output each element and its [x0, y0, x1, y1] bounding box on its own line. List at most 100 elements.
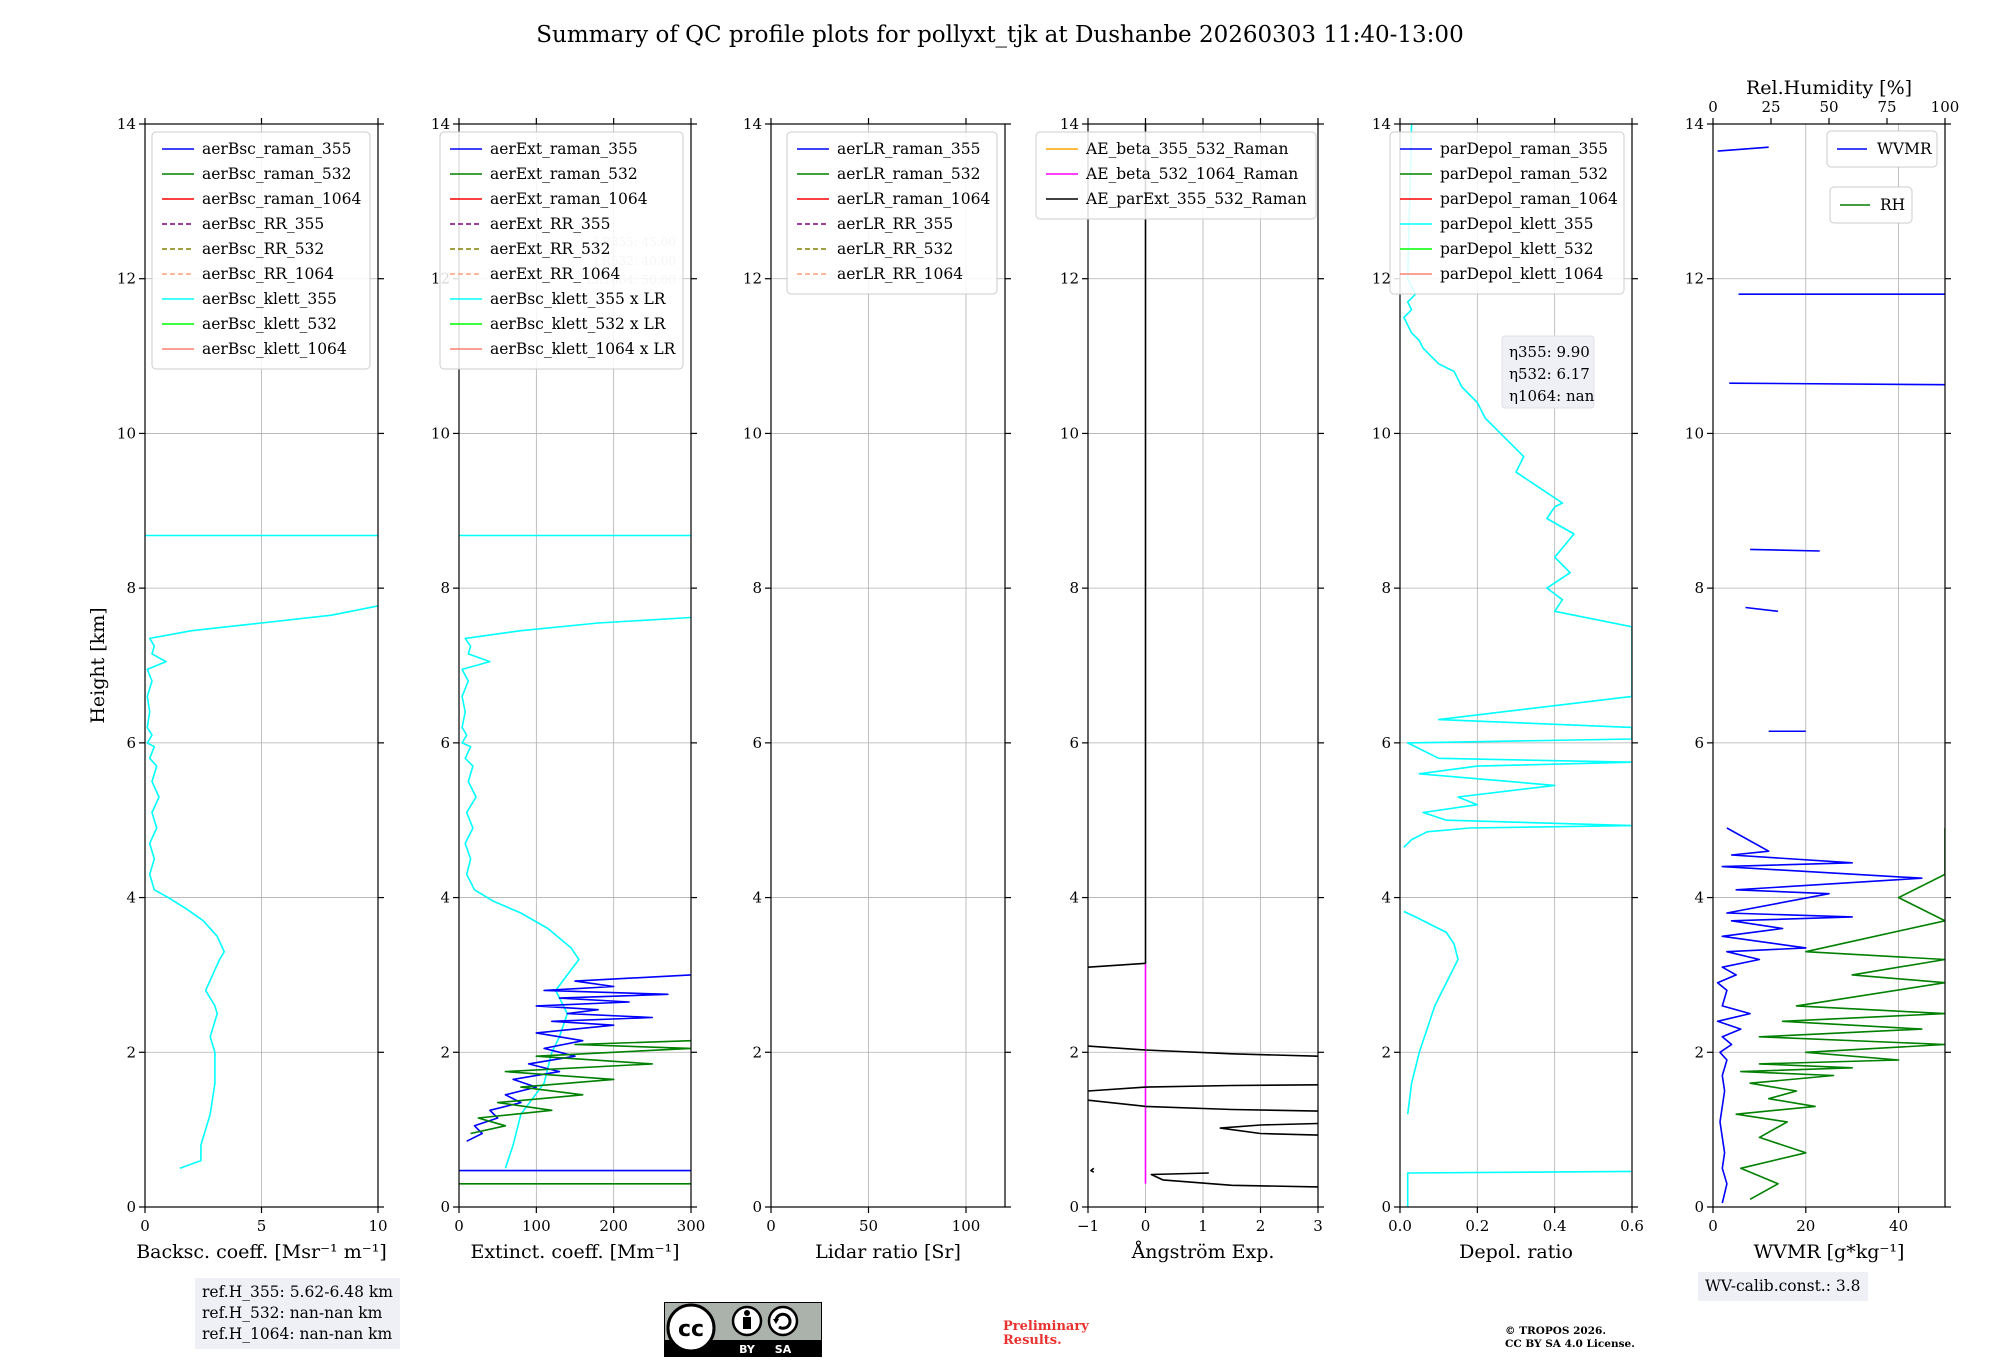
- ytick-label: 12: [1372, 270, 1391, 288]
- x-axis-label: WVMR [g*kg⁻¹]: [1754, 1241, 1905, 1263]
- ytick-label: 14: [743, 115, 762, 133]
- ytick-label: 2: [440, 1043, 450, 1061]
- series-AE_parExt_355_532_Raman-F: [1150, 1172, 1318, 1188]
- ytick-label: 2: [1069, 1043, 1079, 1061]
- legend-box: [1826, 130, 1938, 168]
- legend-label: aerExt_RR_532: [490, 240, 611, 258]
- series-parDepol_klett_355-near: [1406, 1170, 1632, 1207]
- legend-label: aerLR_RR_532: [837, 240, 953, 258]
- axes-frame: [1399, 123, 1633, 1208]
- xtick-top-label: 75: [1877, 98, 1896, 116]
- legend-label: aerLR_raman_355: [837, 140, 980, 158]
- ref-h-355: ref.H_355: 5.62-6.48 km: [202, 1283, 393, 1301]
- legend-label: aerBsc_klett_1064: [202, 340, 347, 358]
- ytick-label: 2: [126, 1043, 136, 1061]
- series-AE_parExt_355_532_Raman-C: [1088, 1099, 1318, 1112]
- ytick-label: 14: [1060, 115, 1079, 133]
- ytick-label: 8: [1694, 579, 1704, 597]
- legend-label: AE_parExt_355_532_Raman: [1085, 190, 1307, 208]
- ytick-label: 0: [1069, 1198, 1079, 1216]
- ytick-label: 10: [1060, 424, 1079, 442]
- series-WVMR-segments: [1729, 382, 1945, 386]
- xtick-label: 100: [522, 1217, 551, 1235]
- legend-label: aerExt_RR_1064: [490, 265, 621, 283]
- legend-label: aerExt_raman_1064: [490, 190, 648, 208]
- panel-extinction: 024681012140100200300Extinct. coeff. [Mm…: [431, 115, 705, 1263]
- legend-label: aerLR_RR_355: [837, 215, 953, 233]
- series-WVMR-segments: [1745, 606, 1779, 613]
- xtick-label: 0: [1141, 1217, 1151, 1235]
- xtick-label: 5: [257, 1217, 267, 1235]
- ytick-label: 4: [126, 889, 136, 907]
- axes-frame: [770, 123, 1006, 1208]
- legend-label: aerBsc_raman_355: [202, 140, 352, 158]
- ytick-label: 4: [752, 889, 762, 907]
- legend-label: aerBsc_klett_355: [202, 290, 337, 308]
- ytick-label: 0: [440, 1198, 450, 1216]
- xtick-label: 0: [140, 1217, 150, 1235]
- legend-label: aerBsc_raman_532: [202, 165, 352, 183]
- ytick-label: 6: [126, 734, 136, 752]
- wv-calib-const: WV-calib.const.: 3.8: [1705, 1277, 1861, 1295]
- tropos-license-note: © TROPOS 2026. CC BY SA 4.0 License.: [1505, 1325, 1635, 1350]
- ytick-label: 0: [752, 1198, 762, 1216]
- eta-value: η355: 9.90: [1509, 343, 1590, 361]
- panel-depol: 0 2 4 6 8 10 12 14 0.0 0.2 0.4 0.6 Depol. ratio η355:…: [1372, 115, 1644, 1263]
- xtick-label: 50: [859, 1217, 878, 1235]
- panel-backscatter: 0 2 4 6 8 10 12 14 0 5 10 Backsc. coeff. [Msr⁻¹ m⁻¹…: [87, 115, 388, 1263]
- xtick-label: 0: [766, 1217, 776, 1235]
- xtick-label: 0.6: [1620, 1217, 1644, 1235]
- legend-label: aerExt_raman_355: [490, 140, 638, 158]
- series-WVMR-segments: [1750, 548, 1820, 552]
- x-axis-label: Extinct. coeff. [Mm⁻¹]: [470, 1241, 679, 1263]
- xtick-label: 0.0: [1388, 1217, 1412, 1235]
- legend-label: aerLR_RR_1064: [837, 265, 963, 283]
- series-AE_parExt_355_532_Raman-upper: [1088, 124, 1147, 968]
- legend-box: [1389, 131, 1625, 295]
- ytick-label: 12: [117, 270, 136, 288]
- xtick-label: 0.2: [1465, 1217, 1489, 1235]
- series-AE_parExt_355_532_Raman-B: [1088, 1084, 1318, 1092]
- series-WVMR-segments: [1717, 146, 1769, 152]
- series-AE_parExt_355_532_Raman-E: [1090, 1167, 1095, 1173]
- legend-label: WVMR: [1877, 140, 1933, 158]
- legend-label: aerExt_RR_355: [490, 215, 611, 233]
- ytick-label: 10: [1372, 424, 1391, 442]
- ytick-label: 14: [431, 115, 450, 133]
- xtick-label: 20: [1796, 1217, 1815, 1235]
- xtick-label: 2: [1256, 1217, 1266, 1235]
- svg-text:cc: cc: [678, 1317, 704, 1342]
- legend-label: AE_beta_532_1064_Raman: [1085, 165, 1298, 183]
- legend-label: aerLR_raman_532: [837, 165, 980, 183]
- wv-calibration-box: WV-calib.const.: 3.8: [1698, 1272, 1868, 1301]
- cc-by-label: BY: [739, 1343, 756, 1356]
- xtick-label: 300: [677, 1217, 706, 1235]
- xtick-label: 200: [599, 1217, 628, 1235]
- axes-frame: [458, 123, 692, 1208]
- series-group: [145, 534, 378, 1170]
- x-axis-label: Depol. ratio: [1459, 1241, 1573, 1263]
- ytick-label: 10: [431, 424, 450, 442]
- legend-label: aerBsc_RR_1064: [202, 265, 334, 283]
- legend-box: [1035, 131, 1317, 220]
- figure-title: Summary of QC profile plots for pollyxt_…: [536, 22, 1464, 48]
- ytick-label: 10: [1685, 424, 1704, 442]
- cc-sa-label: SA: [775, 1343, 792, 1356]
- legend-label: AE_beta_355_532_Raman: [1085, 140, 1288, 158]
- legend-label: aerBsc_klett_532 x LR: [490, 315, 667, 333]
- ref-h-532: ref.H_532: nan-nan km: [202, 1304, 383, 1322]
- legend-label: aerBsc_klett_1064 x LR: [490, 340, 677, 358]
- eta-box: [1501, 335, 1595, 409]
- x-axis-label: Lidar ratio [Sr]: [815, 1241, 961, 1263]
- ytick-label: 12: [743, 270, 762, 288]
- series-RH: [1735, 828, 1945, 1200]
- ytick-label: 0: [1381, 1198, 1391, 1216]
- legend-label: parDepol_klett_1064: [1440, 265, 1603, 283]
- xtick-label: 100: [952, 1217, 981, 1235]
- ytick-label: 8: [1381, 579, 1391, 597]
- xtick-label: 1: [1198, 1217, 1208, 1235]
- ytick-label: 0: [126, 1198, 136, 1216]
- preliminary-results-note: Preliminary Results.: [1003, 1319, 1089, 1348]
